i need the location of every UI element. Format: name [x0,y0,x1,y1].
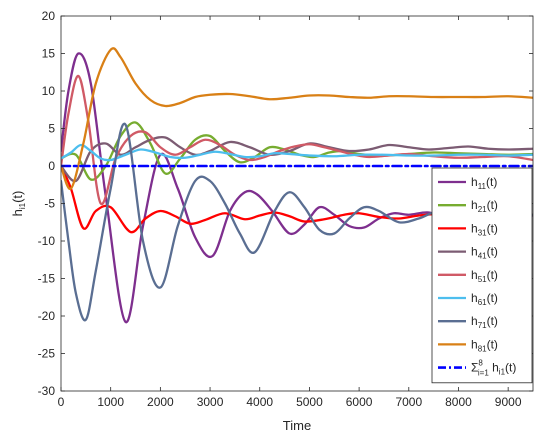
x-tick-label: 0 [58,395,65,409]
legend-label: h51(t) [471,268,498,284]
legend-label: Σ8 i=1 hi1(t) [471,359,516,378]
x-tick-label: 6000 [346,395,373,409]
x-tick-label: 3000 [197,395,224,409]
x-tick-label: 8000 [445,395,472,409]
x-tick-label: 2000 [147,395,174,409]
y-tick-label: -15 [38,272,56,286]
y-tick-label: 10 [42,84,56,98]
legend-entry: h51(t) [438,268,498,284]
y-axis-title-subscript: i1 [18,202,27,209]
y-tick-label: -20 [38,309,56,323]
legend-label: h61(t) [471,291,498,307]
y-axis-title: hi1(t) [10,191,27,217]
y-tick-label: -10 [38,234,56,248]
axis-ticks: 0 1000 2000 3000 4000 5000 6000 7000 8000 9000 -30… [38,9,533,409]
legend-entry: h11(t) [438,175,497,191]
legend-label: h41(t) [471,245,498,261]
legend-label: h71(t) [471,314,498,330]
legend-entry: h21(t) [438,198,498,214]
y-tick-label: -5 [44,197,55,211]
x-tick-label: 5000 [296,395,323,409]
y-tick-label: 0 [48,159,55,173]
y-axis-title-main: h [10,209,25,216]
legend-entry: h61(t) [438,291,498,307]
legend-label: h21(t) [471,198,498,214]
series-line-5 [61,74,533,205]
legend-entry: Σ8 i=1 hi1(t) [438,359,516,378]
series-line-1 [61,52,533,324]
legend-entry: h71(t) [438,314,498,330]
legend-entry: h31(t) [438,221,498,237]
series-line-6 [61,143,533,162]
x-tick-label: 1000 [97,395,124,409]
y-tick-label: -25 [38,347,56,361]
legend-label: h81(t) [471,337,498,353]
y-tick-label: 5 [48,122,55,136]
series-line-8 [61,47,533,190]
x-tick-label: 9000 [495,395,522,409]
y-tick-label: 15 [42,47,56,61]
y-tick-label: 20 [42,9,56,23]
legend-label: h31(t) [471,221,498,237]
legend-entry: h41(t) [438,245,498,261]
legend-label: h11(t) [471,175,497,191]
x-axis-title: Time [283,418,311,433]
x-tick-label: 7000 [395,395,422,409]
y-tick-label: -30 [38,384,56,398]
x-tick-label: 4000 [246,395,273,409]
legend-entry: h81(t) [438,337,498,353]
legend: h11(t) h21(t) h31(t) h41(t) h51(t) h61(t) h71(… [431,167,533,384]
y-axis-title-suffix: (t) [10,191,25,203]
